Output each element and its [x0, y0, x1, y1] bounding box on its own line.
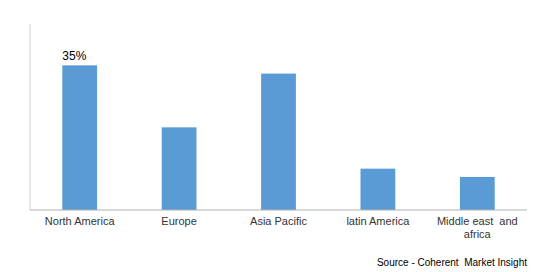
x-tick-label: latin America: [346, 215, 410, 227]
background: [0, 0, 539, 272]
x-axis: [30, 210, 527, 211]
source-text: Source - Coherent Market Insight: [377, 257, 527, 268]
x-tick-label: Middle east andafrica: [437, 215, 518, 240]
x-tick-label: Europe: [161, 215, 196, 227]
bar: [361, 169, 396, 210]
bar: [460, 177, 495, 210]
bars: [62, 65, 494, 210]
bar: [261, 74, 296, 210]
y-axis: [30, 24, 31, 210]
bar: [62, 65, 97, 210]
chart: North America Europe Asia Pacific latin Ame…: [0, 0, 539, 272]
x-tick-label: Asia Pacific: [250, 215, 307, 227]
annotation: 35%: [62, 49, 86, 63]
chart-container: North America Europe Asia Pacific latin Ame…: [0, 0, 539, 272]
x-tick-label: North America: [45, 215, 116, 227]
bar: [162, 127, 197, 210]
